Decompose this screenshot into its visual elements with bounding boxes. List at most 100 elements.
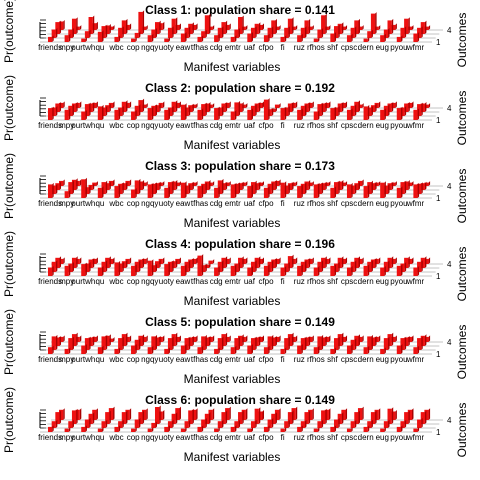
bar-side	[72, 104, 74, 116]
variable-tick-label: purtwh	[71, 43, 95, 52]
bar-front	[420, 257, 425, 268]
variable-tick-label: cpsc	[341, 121, 357, 130]
bar-front	[341, 258, 346, 264]
bar	[75, 408, 82, 420]
bar-front	[300, 421, 305, 428]
bar	[197, 184, 204, 198]
bar	[254, 256, 261, 268]
variable-tick-label: cdg	[210, 43, 223, 52]
bar-side	[262, 257, 265, 264]
bar-side	[378, 257, 381, 264]
bar	[413, 266, 420, 276]
variable-tick-label: eaw	[176, 355, 191, 364]
bar-side	[142, 410, 145, 424]
bar-side	[284, 266, 287, 276]
bar-front	[131, 38, 136, 42]
bar-front	[197, 36, 202, 42]
bar-side	[424, 181, 427, 190]
variable-tick-label: mpy	[59, 121, 74, 130]
bar-front	[238, 183, 243, 190]
bar	[175, 335, 181, 342]
bar-side	[242, 181, 244, 190]
bar-front	[105, 25, 110, 34]
bar-side	[388, 336, 390, 350]
bar-front	[188, 105, 193, 112]
bar-front	[158, 182, 163, 186]
bar-side	[367, 425, 370, 432]
bar-front	[367, 31, 372, 38]
variable-tick-label: fi	[281, 277, 285, 286]
bar	[380, 347, 386, 354]
bar	[271, 18, 277, 34]
bar-side	[159, 405, 161, 424]
bar	[380, 33, 386, 42]
bar-front	[51, 421, 56, 428]
bar-front	[374, 182, 379, 186]
bar-front	[48, 347, 53, 354]
x-axis-label: Manifest variables	[184, 216, 281, 230]
bar	[354, 100, 360, 112]
bar-side	[63, 20, 65, 30]
bar-side	[89, 29, 91, 38]
bar-side	[92, 336, 95, 346]
bar-side	[262, 335, 265, 342]
bar	[263, 425, 270, 432]
bar	[321, 256, 327, 268]
bar	[330, 264, 337, 276]
bar	[171, 412, 178, 424]
bar-side	[255, 336, 257, 350]
bar-side	[55, 106, 58, 116]
bar	[225, 23, 231, 30]
bar	[171, 180, 178, 190]
bar	[341, 257, 348, 264]
variable-tick-label: eaw	[176, 277, 191, 286]
bar-front	[413, 33, 418, 42]
bar-front	[221, 103, 226, 112]
bar-side	[271, 260, 274, 272]
bar	[374, 335, 381, 342]
bar-front	[324, 102, 329, 108]
bar	[337, 22, 344, 34]
bar	[407, 335, 414, 342]
bar-front	[297, 186, 302, 198]
bar-front	[297, 109, 302, 120]
bar	[88, 183, 95, 190]
bar-front	[258, 24, 263, 30]
bar-side	[59, 336, 62, 346]
bar	[341, 408, 348, 420]
bar-front	[337, 413, 342, 424]
bar-side	[102, 345, 104, 354]
bar-front	[92, 409, 97, 420]
bar-side	[345, 335, 348, 342]
bar-side	[63, 335, 65, 342]
bar-side	[255, 26, 257, 38]
bar-side	[68, 347, 71, 354]
bar-front	[59, 409, 64, 420]
bar-front	[404, 337, 409, 346]
bar-side	[238, 336, 241, 350]
bar	[48, 345, 54, 354]
bar	[254, 181, 261, 190]
bar-side	[388, 28, 390, 38]
bar-side	[362, 25, 364, 30]
bar	[217, 106, 224, 116]
bar	[334, 336, 340, 350]
bar-side	[96, 181, 98, 186]
bar-side	[288, 184, 290, 194]
variable-tick-label: dern	[358, 355, 374, 364]
bar	[71, 102, 78, 112]
variable-tick-label: purtwh	[71, 433, 95, 442]
bar-side	[288, 26, 290, 38]
bar	[420, 20, 427, 34]
bar	[92, 408, 98, 420]
bar-side	[79, 179, 82, 186]
bar-front	[334, 26, 339, 38]
bar-front	[297, 426, 302, 432]
bar-side	[175, 412, 178, 424]
bar-side	[72, 419, 74, 428]
bar-side	[362, 103, 364, 108]
bar	[357, 257, 364, 264]
bar	[308, 101, 314, 108]
bar	[208, 259, 215, 264]
bar-front	[184, 338, 189, 350]
